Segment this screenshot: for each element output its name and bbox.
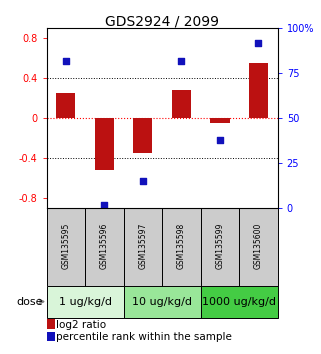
Point — [140, 178, 145, 184]
Text: log2 ratio: log2 ratio — [56, 320, 106, 330]
Bar — [47, 209, 85, 286]
Bar — [85, 209, 124, 286]
Bar — [56, 93, 75, 118]
Point — [63, 58, 68, 64]
Text: 10 ug/kg/d: 10 ug/kg/d — [132, 297, 192, 307]
Bar — [201, 209, 239, 286]
Bar — [239, 209, 278, 286]
Point — [256, 40, 261, 46]
Text: GSM135595: GSM135595 — [61, 222, 70, 269]
Bar — [47, 286, 124, 318]
Text: GSM135599: GSM135599 — [215, 222, 224, 269]
Bar — [133, 118, 152, 153]
Text: GSM135600: GSM135600 — [254, 222, 263, 269]
Point — [102, 202, 107, 207]
Title: GDS2924 / 2099: GDS2924 / 2099 — [105, 14, 219, 28]
Bar — [172, 90, 191, 118]
Bar — [201, 286, 278, 318]
Bar — [95, 118, 114, 170]
Bar — [124, 209, 162, 286]
Bar — [47, 332, 55, 341]
Bar — [249, 63, 268, 118]
Text: 1 ug/kg/d: 1 ug/kg/d — [58, 297, 112, 307]
Bar — [162, 209, 201, 286]
Text: GSM135596: GSM135596 — [100, 222, 109, 269]
Text: percentile rank within the sample: percentile rank within the sample — [56, 332, 232, 342]
Text: 1000 ug/kg/d: 1000 ug/kg/d — [202, 297, 276, 307]
Bar — [47, 319, 55, 329]
Text: GSM135598: GSM135598 — [177, 222, 186, 269]
Point — [179, 58, 184, 64]
Point — [217, 137, 222, 143]
Text: dose: dose — [17, 297, 43, 307]
Text: GSM135597: GSM135597 — [138, 222, 147, 269]
Bar — [210, 118, 230, 123]
Bar — [124, 286, 201, 318]
